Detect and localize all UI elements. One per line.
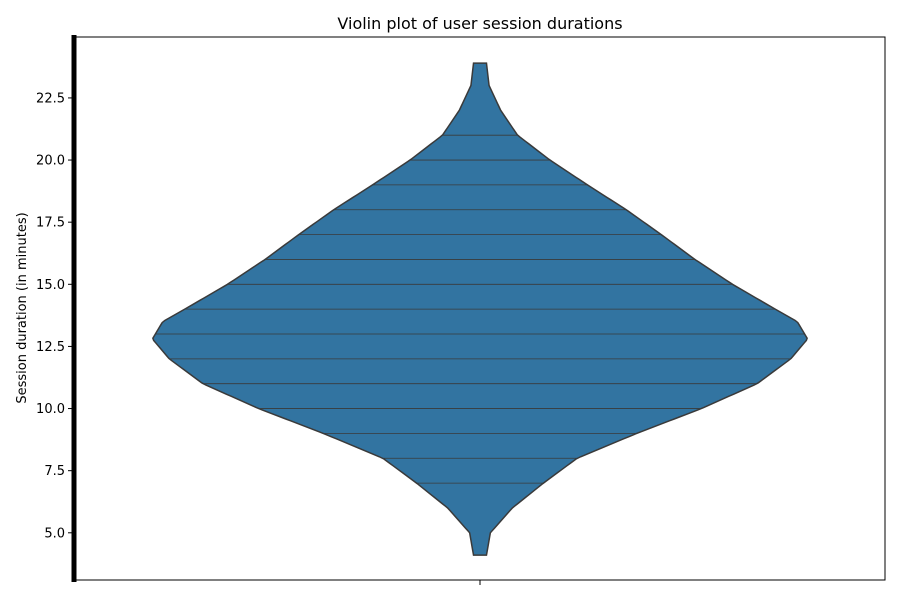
y-tick-label-1: 7.5 xyxy=(44,464,65,479)
plot-area xyxy=(74,36,886,581)
y-axis-label: Session duration (in minutes) xyxy=(15,212,30,403)
y-tick-label-5: 17.5 xyxy=(36,216,65,231)
y-tick-label-6: 20.0 xyxy=(36,154,65,169)
y-tick-label-7: 22.5 xyxy=(36,91,65,106)
y-tick-label-4: 15.0 xyxy=(36,278,65,293)
y-tick-label-3: 12.5 xyxy=(36,340,65,355)
chart-title: Violin plot of user session durations xyxy=(337,14,622,33)
y-axis: 5.0 7.5 10.0 12.5 15.0 17.5 20.0 22.5 xyxy=(36,35,77,582)
y-tick-label-0: 5.0 xyxy=(44,526,65,541)
y-tick-label-2: 10.0 xyxy=(36,402,65,417)
